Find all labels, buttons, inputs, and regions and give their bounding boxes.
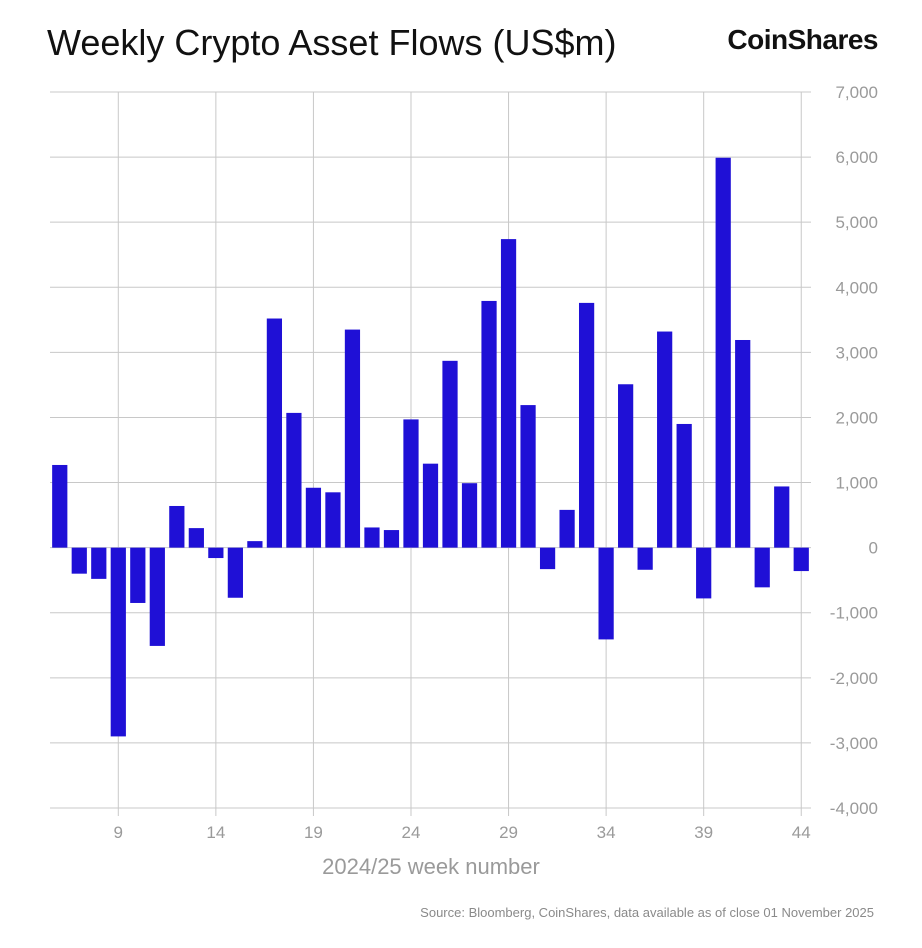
bar-week-22 — [364, 527, 380, 548]
bar-week-20 — [325, 492, 341, 548]
x-tick-label: 14 — [206, 823, 225, 842]
x-axis-ticks: 9 14 19 24 29 34 39 44 — [114, 823, 811, 842]
bar-week-14 — [208, 547, 224, 559]
bar-week-34 — [598, 547, 614, 640]
y-tick-label: -4,000 — [830, 799, 878, 818]
bar-week-43 — [774, 486, 790, 548]
bar-week-17 — [266, 318, 283, 548]
y-tick-label: 6,000 — [835, 148, 878, 167]
bar-week-24 — [403, 419, 419, 548]
page-title: Weekly Crypto Asset Flows (US$m) — [47, 22, 617, 63]
bar-week-35 — [618, 384, 634, 548]
bars — [52, 157, 809, 737]
bar-week-13 — [188, 528, 204, 548]
x-tick-label: 44 — [792, 823, 811, 842]
bar-week-15 — [227, 547, 243, 598]
y-tick-label: -2,000 — [830, 669, 878, 688]
bar-week-29 — [500, 239, 517, 548]
bar-week-9 — [110, 547, 126, 737]
bar-week-39 — [696, 547, 712, 599]
bar-week-16 — [247, 541, 263, 548]
bar-week-12 — [169, 505, 185, 548]
x-axis-title: 2024/25 week number — [322, 854, 540, 879]
x-tick-label: 39 — [694, 823, 713, 842]
bar-week-44 — [793, 547, 809, 572]
y-tick-label: 0 — [869, 539, 878, 558]
y-tick-label: 1,000 — [835, 474, 878, 493]
bar-week-25 — [422, 463, 439, 548]
y-axis-ticks: -4,000 -3,000 -2,000 -1,000 0 1,000 2,000 3,000… — [830, 83, 878, 818]
bar-week-7 — [71, 547, 87, 574]
x-tick-label: 19 — [304, 823, 323, 842]
y-tick-label: 7,000 — [835, 83, 878, 102]
source-note: Source: Bloomberg, CoinShares, data avai… — [420, 905, 874, 920]
y-tick-label: -1,000 — [830, 604, 878, 623]
x-tick-label: 9 — [114, 823, 123, 842]
bar-week-37 — [657, 331, 673, 548]
grid-lines — [50, 91, 811, 816]
bar-week-21 — [344, 329, 361, 548]
bar-week-41 — [735, 339, 751, 548]
bar-week-11 — [149, 547, 165, 646]
bar-week-23 — [383, 530, 400, 548]
bar-week-40 — [715, 157, 731, 548]
coinshares-logo: CoinShares — [727, 24, 878, 55]
bar-week-27 — [461, 483, 478, 548]
x-tick-label: 34 — [597, 823, 616, 842]
bar-week-28 — [481, 300, 497, 548]
bar-week-10 — [130, 547, 146, 603]
bar-week-30 — [520, 405, 536, 548]
bar-week-32 — [559, 509, 575, 548]
x-tick-label: 29 — [499, 823, 518, 842]
bar-week-6 — [52, 464, 68, 548]
bar-week-18 — [286, 412, 302, 548]
bar-week-26 — [442, 360, 458, 548]
bar-week-8 — [91, 547, 107, 579]
y-tick-label: 5,000 — [835, 213, 878, 232]
bar-week-38 — [676, 423, 692, 548]
bar-week-42 — [754, 547, 770, 588]
y-tick-label: 2,000 — [835, 408, 878, 427]
bar-week-19 — [305, 487, 322, 548]
y-tick-label: 3,000 — [835, 343, 878, 362]
bar-week-33 — [578, 302, 595, 548]
y-tick-label: 4,000 — [835, 278, 878, 297]
y-tick-label: -3,000 — [830, 734, 878, 753]
x-tick-label: 24 — [402, 823, 421, 842]
bar-week-31 — [539, 547, 556, 570]
bar-week-36 — [637, 547, 653, 570]
